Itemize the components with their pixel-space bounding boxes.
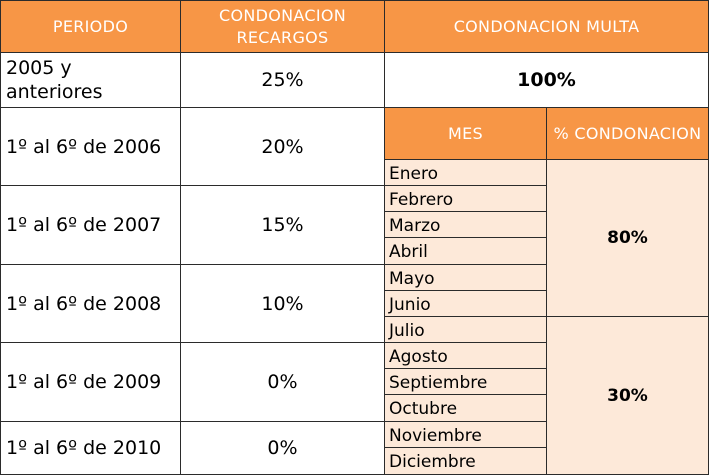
period-label: 1º al 6º de 2006: [6, 135, 162, 158]
header-pct-condonacion: % CONDONACION: [546, 107, 709, 160]
month-cell: Enero: [384, 159, 547, 186]
header-mes-label: MES: [448, 123, 483, 143]
header-periodo: PERIODO: [0, 0, 181, 53]
recargos-cell-2007: 15%: [180, 185, 385, 265]
recargos-cell-2005: 25%: [180, 52, 385, 108]
month-cell: Julio: [384, 316, 547, 343]
month-label: Junio: [389, 294, 431, 315]
month-cell: Noviembre: [384, 421, 547, 448]
period-cell-2008: 1º al 6º de 2008: [0, 264, 181, 343]
month-cell: Mayo: [384, 264, 547, 291]
recargos-cell-2009: 0%: [180, 342, 385, 422]
pct-value: 30%: [607, 385, 648, 406]
recargos-cell-2008: 10%: [180, 264, 385, 343]
month-label: Julio: [389, 320, 425, 341]
period-label: 1º al 6º de 2008: [6, 292, 162, 315]
month-cell: Abril: [384, 237, 547, 265]
month-label: Agosto: [389, 346, 448, 367]
month-label: Mayo: [389, 268, 435, 289]
month-cell: Diciembre: [384, 447, 547, 475]
month-label: Diciembre: [389, 452, 476, 472]
recargos-value: 25%: [261, 69, 304, 91]
month-label: Noviembre: [389, 425, 482, 446]
header-condonacion-recargos: CONDONACION RECARGOS: [180, 0, 385, 53]
period-label: 2005 y anteriores: [6, 57, 103, 103]
period-cell-2009: 1º al 6º de 2009: [0, 342, 181, 422]
month-label: Septiembre: [389, 372, 488, 393]
period-cell-2010: 1º al 6º de 2010: [0, 421, 181, 475]
multa-value: 100%: [517, 69, 576, 91]
header-condonacion-multa: CONDONACION MULTA: [384, 0, 709, 53]
month-label: Marzo: [389, 215, 441, 236]
period-label: 1º al 6º de 2010: [6, 437, 162, 459]
period-label: 1º al 6º de 2007: [6, 214, 162, 236]
recargos-value: 0%: [267, 371, 298, 393]
month-cell: Febrero: [384, 185, 547, 212]
recargos-value: 15%: [261, 214, 304, 236]
month-cell: Agosto: [384, 342, 547, 369]
header-mes: MES: [384, 107, 547, 160]
header-pct-condonacion-label: % CONDONACION: [553, 123, 702, 143]
period-cell-2007: 1º al 6º de 2007: [0, 185, 181, 265]
period-cell-2006: 1º al 6º de 2006: [0, 107, 181, 186]
recargos-value: 0%: [267, 437, 298, 459]
month-cell: Octubre: [384, 394, 547, 422]
month-label: Enero: [389, 163, 438, 184]
recargos-cell-2006: 20%: [180, 107, 385, 186]
period-label: 1º al 6º de 2009: [6, 371, 162, 393]
recargos-value: 20%: [261, 135, 304, 158]
pct-cell-second-half: 30%: [546, 316, 709, 475]
month-cell: Junio: [384, 290, 547, 317]
month-label: Octubre: [389, 399, 458, 419]
month-label: Febrero: [389, 189, 454, 210]
recargos-cell-2010: 0%: [180, 421, 385, 475]
month-cell: Marzo: [384, 211, 547, 238]
header-condonacion-multa-label: CONDONACION MULTA: [453, 16, 640, 36]
pct-cell-first-half: 80%: [546, 159, 709, 317]
pct-value: 80%: [607, 228, 648, 248]
header-periodo-label: PERIODO: [52, 16, 129, 36]
period-cell-2005: 2005 y anteriores: [0, 52, 181, 108]
month-cell: Septiembre: [384, 368, 547, 395]
header-condonacion-recargos-label: CONDONACION RECARGOS: [218, 5, 347, 47]
recargos-value: 10%: [261, 292, 304, 315]
multa-cell-2005: 100%: [384, 52, 709, 108]
month-label: Abril: [389, 242, 428, 262]
